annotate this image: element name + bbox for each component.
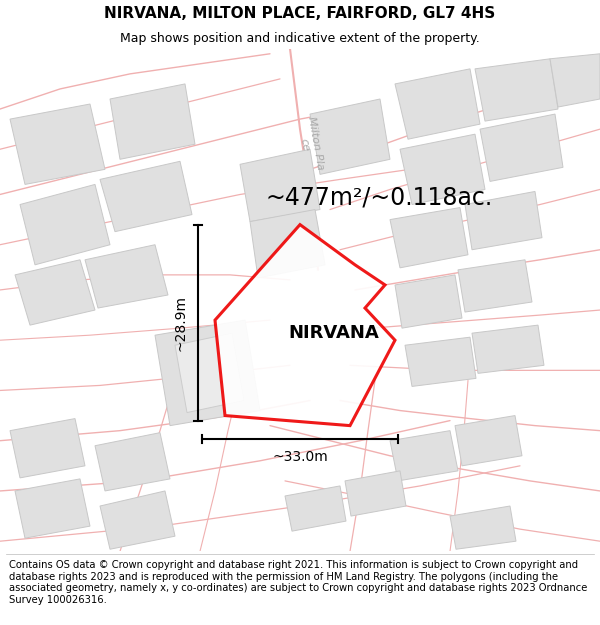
Polygon shape bbox=[472, 325, 544, 373]
Polygon shape bbox=[465, 191, 542, 250]
Polygon shape bbox=[10, 104, 105, 184]
Text: Milton Pla
ce: Milton Pla ce bbox=[295, 116, 325, 173]
Polygon shape bbox=[85, 245, 168, 308]
Polygon shape bbox=[100, 161, 192, 232]
Polygon shape bbox=[310, 99, 390, 174]
Polygon shape bbox=[455, 416, 522, 466]
Polygon shape bbox=[95, 432, 170, 491]
Polygon shape bbox=[345, 471, 406, 516]
Polygon shape bbox=[155, 320, 260, 426]
Text: Contains OS data © Crown copyright and database right 2021. This information is : Contains OS data © Crown copyright and d… bbox=[9, 560, 587, 605]
Polygon shape bbox=[285, 486, 346, 531]
Polygon shape bbox=[10, 419, 85, 478]
Polygon shape bbox=[15, 260, 95, 325]
Polygon shape bbox=[480, 114, 563, 181]
Text: ~33.0m: ~33.0m bbox=[272, 450, 328, 464]
Text: NIRVANA: NIRVANA bbox=[289, 324, 379, 342]
Polygon shape bbox=[395, 69, 480, 139]
Polygon shape bbox=[100, 491, 175, 549]
Polygon shape bbox=[250, 209, 325, 278]
Polygon shape bbox=[475, 59, 558, 121]
Polygon shape bbox=[405, 337, 476, 386]
Polygon shape bbox=[215, 224, 395, 426]
Polygon shape bbox=[450, 506, 516, 549]
Text: ~28.9m: ~28.9m bbox=[173, 294, 187, 351]
Polygon shape bbox=[458, 260, 532, 312]
Text: NIRVANA, MILTON PLACE, FAIRFORD, GL7 4HS: NIRVANA, MILTON PLACE, FAIRFORD, GL7 4HS bbox=[104, 6, 496, 21]
Polygon shape bbox=[400, 134, 485, 204]
Text: ~477m²/~0.118ac.: ~477m²/~0.118ac. bbox=[265, 186, 492, 209]
Polygon shape bbox=[395, 275, 462, 328]
Polygon shape bbox=[240, 149, 320, 222]
Text: Map shows position and indicative extent of the property.: Map shows position and indicative extent… bbox=[120, 31, 480, 44]
Polygon shape bbox=[15, 479, 90, 538]
Polygon shape bbox=[390, 208, 468, 268]
Polygon shape bbox=[550, 54, 600, 107]
Polygon shape bbox=[20, 184, 110, 265]
Polygon shape bbox=[390, 431, 458, 481]
Polygon shape bbox=[110, 84, 195, 159]
Polygon shape bbox=[175, 333, 244, 412]
